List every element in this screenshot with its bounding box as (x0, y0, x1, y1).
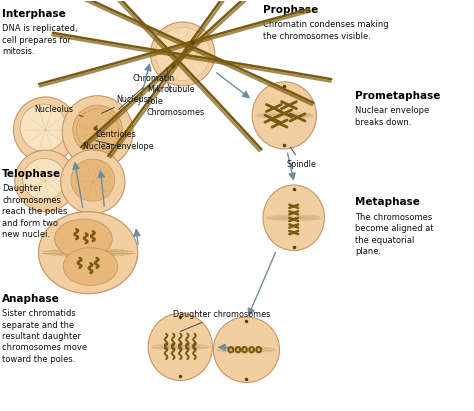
Text: Daughter chromosomes: Daughter chromosomes (173, 309, 271, 331)
Ellipse shape (23, 158, 66, 200)
Ellipse shape (148, 313, 212, 381)
Text: Chromatin: Chromatin (118, 74, 174, 109)
Text: Prometaphase: Prometaphase (355, 91, 440, 101)
Ellipse shape (15, 150, 76, 212)
Text: Nucleolus: Nucleolus (35, 105, 83, 116)
Ellipse shape (13, 97, 78, 162)
Text: Chromatin condenses making
the chromosomes visible.: Chromatin condenses making the chromosom… (263, 21, 389, 41)
Text: Nucleus: Nucleus (101, 95, 148, 113)
Text: Sister chromatids
separate and the
resultant daughter
chromosomes move
toward th: Sister chromatids separate and the resul… (2, 309, 87, 364)
Text: DNA is replicated,
cell prepares for
mitosis.: DNA is replicated, cell prepares for mit… (2, 24, 78, 56)
Text: Interphase: Interphase (2, 9, 66, 19)
Text: Nuclear envelope: Nuclear envelope (83, 141, 154, 150)
Text: Centrioles: Centrioles (95, 126, 136, 139)
Ellipse shape (38, 212, 138, 293)
Text: Anaphase: Anaphase (2, 293, 60, 304)
Ellipse shape (263, 185, 324, 251)
Text: Telophase: Telophase (2, 169, 61, 179)
Ellipse shape (213, 317, 280, 383)
Ellipse shape (151, 22, 215, 86)
Ellipse shape (73, 105, 122, 154)
Text: Pole
Chromosomes: Pole Chromosomes (146, 83, 204, 117)
Ellipse shape (20, 104, 66, 151)
Text: Metaphase: Metaphase (355, 197, 420, 207)
Text: Spindle: Spindle (287, 147, 317, 169)
Ellipse shape (55, 219, 112, 259)
Ellipse shape (61, 150, 125, 214)
Text: Nuclear envelope
breaks down.: Nuclear envelope breaks down. (355, 106, 429, 127)
Ellipse shape (155, 28, 210, 81)
Text: The chromosomes
become aligned at
the equatorial
plane.: The chromosomes become aligned at the eq… (355, 213, 434, 256)
Ellipse shape (252, 82, 317, 149)
Ellipse shape (63, 248, 118, 285)
Text: Daughter
chromosomes
reach the poles
and form two
new nuclei.: Daughter chromosomes reach the poles and… (2, 184, 67, 239)
Text: Prophase: Prophase (263, 5, 318, 15)
Text: Mikrotubule: Mikrotubule (147, 68, 195, 95)
Ellipse shape (71, 159, 115, 201)
Ellipse shape (62, 96, 133, 168)
